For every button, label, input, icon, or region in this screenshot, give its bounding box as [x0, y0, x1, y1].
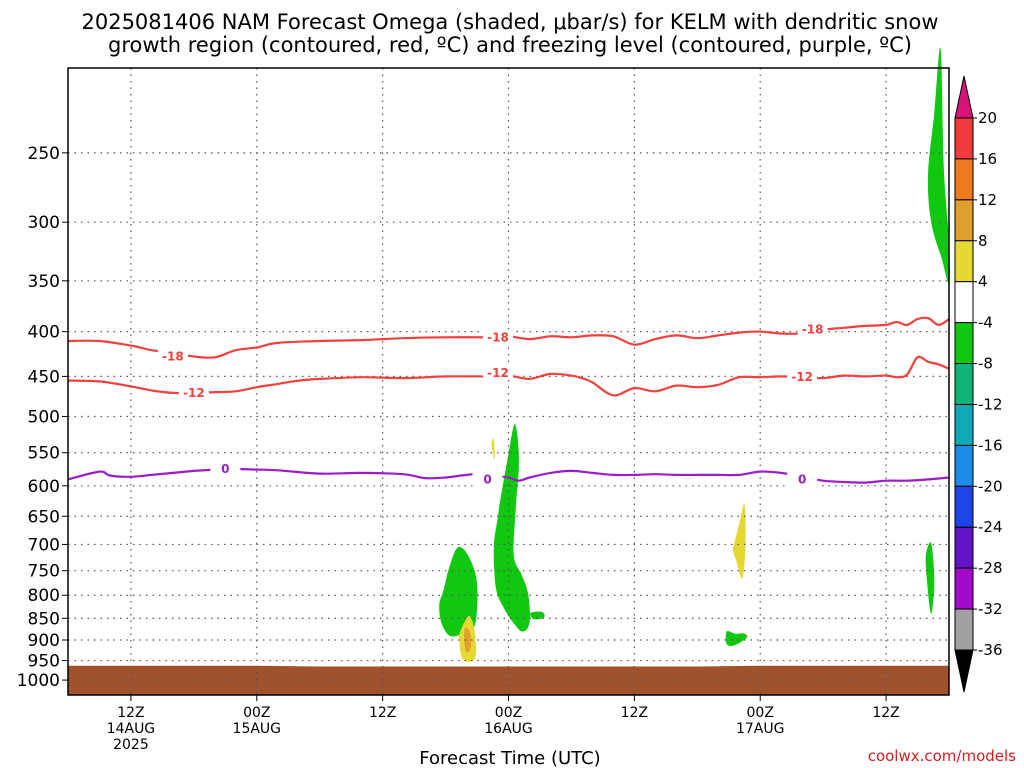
- grid-layer: [68, 68, 949, 695]
- y-tick-label-700: 700: [28, 535, 60, 555]
- colorbar-swatch-7: [954, 363, 974, 405]
- omega-colorbar: 20 16 12 8 4 -4 -8 -12 -16 -20 -24 -28 -32 -36: [954, 75, 1003, 693]
- x-tick-label-42-1: 00Z: [495, 705, 522, 721]
- omega-region-5: [925, 542, 935, 614]
- y-tick-label-500: 500: [28, 407, 60, 427]
- isotherm--18-label-1: -18: [162, 349, 184, 363]
- isotherm--12-label-1: -12: [183, 386, 205, 400]
- x-tick-label-66-2: 17AUG: [736, 721, 785, 737]
- isotherm-label-bg: [787, 471, 818, 487]
- colorbar-swatch-4: [954, 240, 974, 283]
- x-tick-label-54-1: 12Z: [621, 705, 648, 721]
- colorbar-swatch-11: [954, 526, 974, 569]
- isotherm-label-bg: [178, 384, 209, 400]
- colorbar-label-13: -32: [978, 600, 1003, 618]
- y-tick-label-250: 250: [28, 144, 60, 164]
- isotherm-0-label-1: 0: [221, 462, 229, 476]
- y-tick-label-750: 750: [28, 562, 60, 582]
- x-axis-label: Forecast Time (UTC): [419, 748, 600, 768]
- colorbar-extend-bottom: [954, 649, 974, 693]
- y-tick-label-650: 650: [28, 507, 60, 527]
- omega-region-8: [491, 438, 495, 460]
- source-credit: coolwx.com/models: [868, 747, 1016, 765]
- isotherm--12-line: [67, 355, 950, 397]
- y-tick-label-950: 950: [28, 652, 60, 672]
- y-tick-label-400: 400: [28, 323, 60, 343]
- y-tick-label-800: 800: [28, 586, 60, 606]
- colorbar-swatch-10: [954, 485, 974, 528]
- y-tick-label-600: 600: [28, 477, 60, 497]
- colorbar-swatch-13: [954, 608, 974, 651]
- omega-region-2: [493, 424, 530, 632]
- colorbar-label-5: 4: [978, 273, 988, 291]
- colorbar-swatch-6: [954, 322, 974, 365]
- isotherm-label-bg: [787, 369, 818, 385]
- x-tick-label-30-1: 12Z: [369, 705, 396, 721]
- isotherm--18-line: [67, 316, 950, 359]
- x-tick-label-18-1: 00Z: [243, 705, 270, 721]
- x-tick-label-6-1: 12Z: [117, 705, 144, 721]
- isotherm-label-bg: [210, 460, 241, 476]
- isotherm-0-label-2: 0: [483, 472, 491, 486]
- colorbar-swatch-12: [954, 567, 974, 610]
- isotherm--12-label-3: -12: [791, 370, 813, 384]
- isotherm-label-bg: [483, 365, 514, 381]
- isotherm-label-bg: [797, 321, 828, 337]
- omega-region-6: [927, 47, 950, 284]
- colorbar-label-8: -12: [978, 395, 1003, 413]
- colorbar-swatch-9: [954, 444, 974, 487]
- omega-shading-layer: [439, 47, 950, 662]
- x-tick-label-6-2: 14AUG: [107, 721, 156, 737]
- contour-layer: -18 -18 -18 -12 -12 -12 0 0 0: [67, 316, 950, 487]
- colorbar-label-1: 20: [978, 109, 997, 127]
- x-tick-label-42-2: 16AUG: [484, 721, 533, 737]
- y-tick-label-1000: 1000: [17, 671, 60, 691]
- y-tick-label-550: 550: [28, 444, 60, 464]
- colorbar-label-12: -28: [978, 559, 1003, 577]
- colorbar-label-11: -24: [978, 518, 1003, 536]
- y-tick-label-300: 300: [28, 213, 60, 233]
- colorbar-swatch-8: [954, 403, 974, 446]
- colorbar-swatch-5: [954, 281, 974, 324]
- colorbar-label-4: 8: [978, 232, 988, 250]
- isotherm-label-bg: [157, 348, 188, 364]
- isotherm--12-label-2: -12: [487, 366, 509, 380]
- colorbar-label-7: -8: [978, 355, 993, 373]
- chart-title-line-1: 2025081406 NAM Forecast Omega (shaded, μ…: [81, 10, 938, 34]
- x-tick-label-6-3: 2025: [113, 737, 149, 753]
- y-tick-label-900: 900: [28, 631, 60, 651]
- y-tick-label-850: 850: [28, 609, 60, 629]
- x-tick-label-78-1: 12Z: [872, 705, 899, 721]
- colorbar-label-9: -16: [978, 436, 1003, 454]
- isotherm-label-bg: [472, 471, 503, 487]
- omega-region-4: [725, 630, 748, 646]
- colorbar-swatch-1: [954, 117, 974, 160]
- omega-region-1: [439, 546, 478, 637]
- y-axis-ticks: 2503003504004505005506006507007508008509…: [17, 144, 68, 691]
- omega-region-10: [464, 627, 471, 652]
- colorbar-label-14: -36: [978, 641, 1003, 659]
- y-tick-label-450: 450: [28, 367, 60, 387]
- chart-title-line-2: growth region (contoured, red, ºC) and f…: [108, 33, 912, 57]
- isotherm-label-bg: [483, 329, 514, 345]
- isotherm--18-label-2: -18: [487, 330, 509, 344]
- omega-region-9: [732, 503, 746, 579]
- colorbar-label-10: -20: [978, 477, 1003, 495]
- x-tick-label-66-1: 00Z: [747, 705, 774, 721]
- colorbar-label-6: -4: [978, 314, 993, 332]
- isotherm--18-label-3: -18: [802, 323, 824, 337]
- y-tick-label-350: 350: [28, 272, 60, 292]
- colorbar-extend-top: [954, 75, 974, 119]
- colorbar-swatch-3: [954, 199, 974, 242]
- x-tick-label-18-2: 15AUG: [233, 721, 282, 737]
- colorbar-label-3: 12: [978, 191, 997, 209]
- omega-region-3: [530, 611, 545, 620]
- isotherm-0-label-3: 0: [798, 472, 806, 486]
- colorbar-label-2: 16: [978, 150, 997, 168]
- colorbar-swatch-2: [954, 158, 974, 201]
